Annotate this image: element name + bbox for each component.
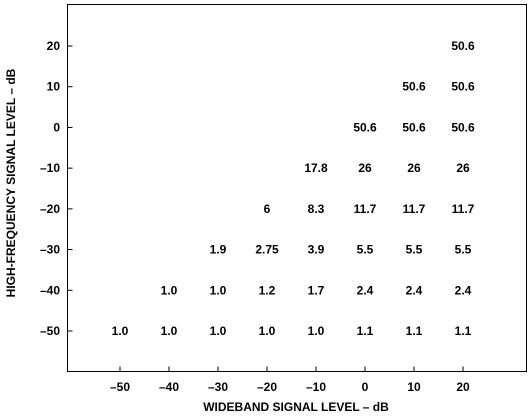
value-label: 1.1 [455, 324, 472, 338]
value-label: 50.6 [402, 120, 426, 134]
value-label: 1.0 [210, 324, 227, 338]
x-tick-label: 20 [456, 380, 470, 394]
value-label: 1.7 [308, 283, 325, 297]
value-label: 1.1 [357, 324, 374, 338]
value-label: 1.1 [406, 324, 423, 338]
value-label: 6 [264, 202, 271, 216]
value-label: 11.7 [403, 202, 426, 216]
y-tick-label: 20 [47, 39, 61, 53]
value-label: 1.2 [259, 283, 276, 297]
value-label: 26 [358, 161, 372, 175]
value-label: 50.6 [402, 80, 426, 94]
y-tick-label: –40 [40, 283, 60, 297]
value-label: 50.6 [451, 120, 475, 134]
y-tick-label: –50 [40, 324, 60, 338]
value-label: 26 [456, 161, 470, 175]
y-tick-label: 10 [47, 80, 61, 94]
value-label: 2.4 [406, 283, 423, 297]
y-tick-label: –10 [40, 161, 60, 175]
x-tick-label: –10 [306, 380, 326, 394]
y-axis-title: HIGH-FREQUENCY SIGNAL LEVEL – dB [4, 68, 18, 297]
x-tick-label: 0 [362, 380, 369, 394]
y-tick-label: 0 [53, 120, 60, 134]
value-label: 1.0 [112, 324, 129, 338]
value-label: 1.0 [161, 283, 178, 297]
x-tick-label: 10 [407, 380, 421, 394]
value-labels: 50.6 50.6 50.6 50.6 50.6 50.6 17.8 26 26 26 6 8.3 11… [112, 39, 475, 338]
x-tick-label: –40 [159, 380, 179, 394]
value-label: 2.4 [357, 283, 374, 297]
x-tick-labels: –50 –40 –30 –20 –10 0 10 20 [110, 366, 470, 394]
value-label: 1.0 [308, 324, 325, 338]
y-tick-label: –30 [40, 243, 60, 257]
value-label: 11.7 [452, 202, 475, 216]
y-tick-label: –20 [40, 202, 60, 216]
plot-frame [67, 4, 527, 372]
x-tick-label: –30 [208, 380, 228, 394]
value-label: 26 [407, 161, 421, 175]
value-label: 50.6 [451, 39, 475, 53]
value-label: 1.0 [161, 324, 178, 338]
value-label: 50.6 [353, 120, 377, 134]
value-label: 8.3 [308, 202, 325, 216]
value-label: 2.4 [455, 283, 472, 297]
value-label: 5.5 [455, 243, 472, 257]
value-label: 11.7 [354, 202, 377, 216]
value-label: 2.75 [255, 243, 279, 257]
x-tick-label: –20 [257, 380, 277, 394]
value-label: 1.9 [210, 243, 227, 257]
y-tick-labels: 20 10 0 –10 –20 –30 –40 –50 [40, 39, 73, 338]
value-label: 1.0 [210, 283, 227, 297]
value-label: 3.9 [308, 243, 325, 257]
value-label: 17.8 [304, 161, 328, 175]
value-label: 1.0 [259, 324, 276, 338]
value-label: 50.6 [451, 80, 475, 94]
x-axis-title: WIDEBAND SIGNAL LEVEL – dB [203, 400, 389, 414]
value-label: 5.5 [357, 243, 374, 257]
value-label: 5.5 [406, 243, 423, 257]
x-tick-label: –50 [110, 380, 130, 394]
